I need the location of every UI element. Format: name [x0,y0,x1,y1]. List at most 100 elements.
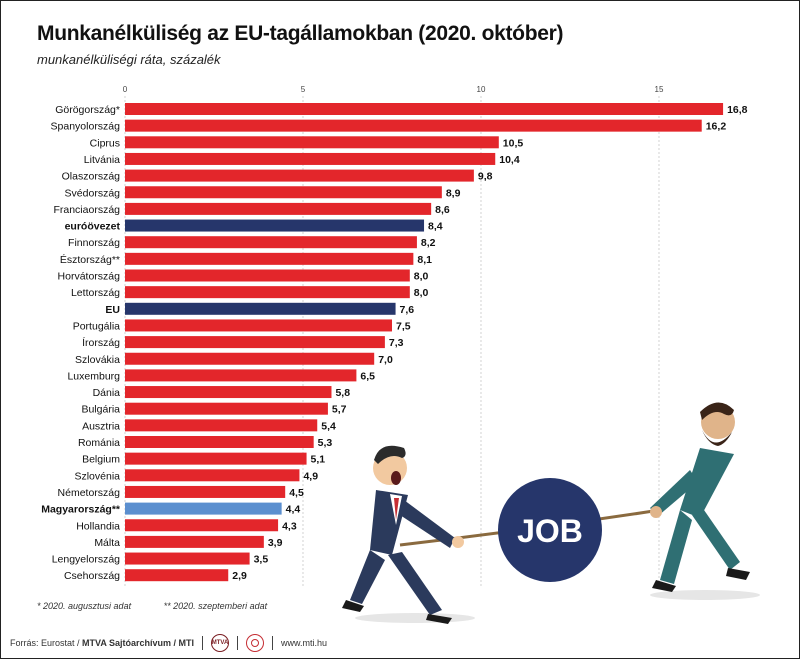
value-label: 4,3 [282,520,297,532]
value-label: 10,5 [503,137,524,149]
bar [125,302,396,315]
value-label: 4,4 [286,504,301,516]
bar [125,269,410,282]
category-label: Hollandia [76,520,120,532]
separator [272,636,274,650]
category-label: Magyarország** [41,504,121,516]
category-label: Görögország* [55,104,120,116]
bar [125,219,425,232]
category-label: Észtország** [60,253,120,266]
bar [125,136,499,149]
bar [125,519,279,532]
value-label: 5,4 [321,420,336,432]
category-label: euróövezet [65,221,121,233]
value-label: 4,9 [303,470,318,482]
category-label: Lettország [71,287,120,299]
bar [125,286,410,299]
category-label: Franciaország [53,204,120,216]
bar [125,535,264,548]
x-tick-label: 10 [477,85,486,94]
bar [125,569,229,582]
bar [125,236,417,249]
bar [125,419,318,432]
value-label: 5,3 [318,437,333,449]
category-label: Spanyolország [51,121,121,133]
category-label: Horvátország [58,271,121,283]
category-label: Románia [78,437,120,449]
value-label: 6,5 [360,370,375,382]
value-label: 8,1 [417,254,432,266]
bar [125,469,300,482]
bar [125,452,307,465]
category-label: Csehország [64,570,120,582]
value-label: 3,5 [254,554,269,566]
footnotes: * 2020. augusztusi adat ** 2020. szeptem… [37,601,297,611]
value-label: 9,8 [478,171,493,183]
bar [125,103,724,115]
value-label: 2,9 [232,570,247,582]
mti-logo-icon [246,634,265,652]
value-label: 8,0 [414,271,429,283]
category-label: EU [105,304,120,316]
bar [125,252,414,265]
bar [125,352,375,365]
bar [125,152,496,165]
x-tick-label: 15 [655,85,664,94]
value-label: 5,8 [335,387,350,399]
value-label: 16,2 [706,121,727,133]
category-label: Dánia [93,387,121,399]
category-label: Litvánia [84,154,120,166]
category-label: Bulgária [81,404,120,416]
category-label: Málta [94,537,120,549]
bar [125,202,432,215]
bar [125,485,286,498]
bar-chart: 0 5 10 15 Görögország* 16,8 Spanyolország 16,2 C… [41,85,748,588]
source-prefix: Forrás: Eurostat / [10,638,83,648]
value-label: 8,0 [414,287,429,299]
value-label: 8,4 [428,221,443,233]
x-tick-label: 5 [301,85,306,94]
bar [125,169,474,182]
bar [125,336,385,349]
value-label: 7,3 [389,337,404,349]
bar [125,402,328,415]
category-label: Németország [58,487,121,499]
value-label: 10,4 [499,154,520,166]
value-label: 8,6 [435,204,450,216]
separator [237,636,239,650]
category-label: Belgium [82,454,120,466]
value-label: 7,6 [400,304,415,316]
bar [125,502,282,515]
category-label: Ciprus [90,137,120,149]
value-label: 7,5 [396,320,411,332]
bar [125,436,314,448]
value-label: 5,1 [311,454,326,466]
value-label: 16,8 [727,104,748,116]
bar [125,386,332,399]
value-label: 7,0 [378,354,393,366]
source-url: www.mti.hu [281,638,328,648]
bar [125,319,392,332]
bar [125,552,250,565]
category-label: Svédország [65,187,121,199]
source-text: Forrás: Eurostat / MTVA Sajtóarchívum / … [10,638,194,648]
category-label: Szlovákia [75,354,120,366]
category-label: Finnország [68,237,120,249]
category-label: Luxemburg [67,370,120,382]
mtva-logo-icon: MTVA [211,634,230,652]
category-label: Írország [82,336,120,349]
source-line: Forrás: Eurostat / MTVA Sajtóarchívum / … [10,634,327,652]
mtva-logo-text: MTVA [211,640,229,646]
bar [125,369,357,382]
value-label: 8,9 [446,187,461,199]
tug-of-war-illustration: JOB [342,402,760,624]
separator [202,636,204,650]
chart-subtitle: munkanélküliségi ráta, százalék [37,52,221,67]
category-label: Olaszország [62,171,121,183]
footnote-august: * 2020. augusztusi adat [37,601,132,611]
category-label: Ausztria [82,420,120,432]
job-ball-label: JOB [517,513,583,549]
category-label: Portugália [73,320,120,332]
x-tick-label: 0 [123,85,128,94]
category-label: Lengyelország [52,554,120,566]
